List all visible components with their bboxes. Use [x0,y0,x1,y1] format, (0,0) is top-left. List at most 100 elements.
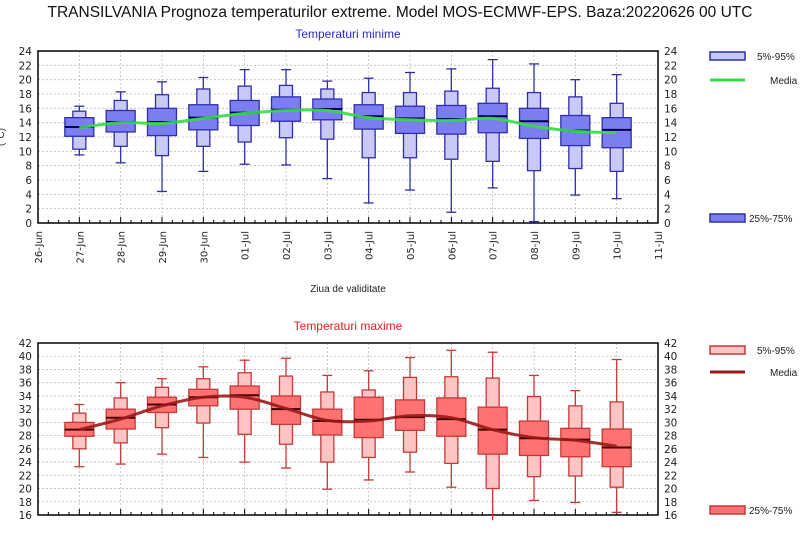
legend-swatch-25-75 [709,213,746,223]
legend-swatch-5-95 [709,51,746,61]
tmax-box-09-Jul [560,389,591,504]
tmin-box-28-Jun [105,91,136,164]
x-tick-label: 27-Jun [75,231,86,264]
y-tick-label-right: 18 [664,89,677,101]
y-tick-label-right: 12 [664,132,677,144]
y-tick-label-right: 8 [664,161,671,173]
tmax-box-07-Jul [477,351,508,521]
y-tick-label-right: 18 [664,497,677,509]
y-tick-label-left: 14 [19,118,33,130]
tmax-box-03-Jul [312,374,343,490]
y-tick-label-left: 8 [25,161,32,173]
y-tick-label-left: 28 [19,431,32,443]
tmin-box-02-Jul [270,68,302,166]
x-tick-label: 28-Jun [117,231,128,264]
tmin-box-05-Jul [394,71,426,191]
y-tick-label-left: 2 [25,204,32,216]
tmin-box-04-Jul [353,77,384,204]
tmax-box-02-Jul [270,357,302,469]
y-tick-label-left: 34 [19,391,33,403]
y-tick-label-left: 24 [19,457,33,469]
tmin-box-06-Jul [436,68,467,213]
tmin-title: Temperaturi minime [295,27,401,41]
tmax-title: Temperaturi maxime [294,319,403,333]
x-tick-label: 29-Jun [158,231,169,264]
y-tick-label-left: 16 [19,103,33,115]
y-tick-label-right: 6 [664,175,671,187]
y-tick-label-left: 24 [19,46,33,58]
y-tick-label-right: 24 [664,46,678,58]
y-tick-label-right: 28 [664,431,677,443]
legend-label-25-75: 25%-75% [749,214,792,225]
x-tick-label: 09-Jul [571,231,582,260]
x-axis-label: Ziua de validitate [310,284,386,295]
y-tick-label-left: 20 [19,484,32,496]
y-tick-label-left: 22 [19,60,32,72]
y-tick-label-right: 38 [664,364,677,376]
y-tick-label-right: 24 [664,457,678,469]
x-tick-label: 10-Jul [613,231,624,260]
y-tick-label-right: 30 [664,417,677,429]
tmin-mean-line [79,108,617,135]
tmin-box-03-Jul [312,80,343,180]
tmin-box-09-Jul [560,79,591,196]
legend-swatch-5-95 [709,345,746,355]
x-tick-label: 06-Jul [447,231,458,260]
y-tick-label-left: 18 [19,89,32,101]
y-tick-label-right: 34 [664,391,678,403]
x-tick-label: 04-Jul [365,231,376,260]
y-tick-label-left: 42 [19,338,32,350]
y-tick-label-right: 42 [664,338,677,350]
y-tick-label-right: 40 [664,351,677,363]
y-tick-label-right: 32 [664,404,677,416]
tmax-box-01-Jul [229,359,260,463]
tmax-box-30-Jun [188,366,219,459]
y-tick-label-right: 10 [664,146,677,158]
y-tick-label-right: 0 [664,218,671,230]
y-tick-label-left: 0 [25,218,32,230]
tmin-plot-frame [37,50,659,224]
box-p25-p75 [353,396,384,439]
x-tick-label: 30-Jun [199,231,210,264]
x-tick-label: 02-Jul [282,231,293,260]
y-tick-label-left: 12 [19,132,32,144]
x-tick-label: 05-Jul [406,231,417,260]
y-tick-label-left: 36 [19,378,33,390]
x-tick-label: 26-Jun [34,231,45,264]
y-tick-label-left: 26 [19,444,33,456]
y-tick-label-left: 32 [19,404,32,416]
y-tick-label-right: 22 [664,60,677,72]
tmax-box-29-Jun [146,378,178,455]
x-tick-label: 08-Jul [530,231,541,260]
x-tick-label: 11-Jul [654,231,665,260]
legend-label-5-95: 5%-95% [757,52,795,63]
y-tick-label-right: 26 [664,444,678,456]
y-tick-label-left: 4 [25,189,32,201]
y-tick-label-right: 20 [664,75,677,87]
tmax-plot-frame [37,342,659,516]
legend-swatch-25-75 [709,505,746,515]
y-tick-label-left: 30 [19,417,32,429]
y-tick-label-left: 40 [19,351,32,363]
tmax-mean-line [78,394,617,448]
main-title: TRANSILVANIA Prognoza temperaturilor ext… [47,4,753,21]
tmin-box-30-Jun [188,76,219,173]
y-tick-label-left: 16 [19,510,33,522]
legend-label-media: Media [770,368,798,379]
legend-label-25-75: 25%-75% [749,506,792,517]
tmin-box-07-Jul [477,58,508,189]
tmin-box-08-Jul [518,63,550,223]
y-tick-label-right: 4 [664,189,671,201]
y-tick-label-right: 16 [664,510,678,522]
y-tick-label-left: 20 [19,75,32,87]
tmin-box-01-Jul [229,68,260,165]
y-axis-label: (°C) [0,128,7,146]
y-tick-label-right: 16 [664,103,678,115]
x-tick-label: 07-Jul [489,231,500,260]
y-tick-label-right: 2 [664,204,671,216]
x-tick-label: 01-Jul [241,231,252,260]
tmax-box-27-Jun [64,403,95,468]
